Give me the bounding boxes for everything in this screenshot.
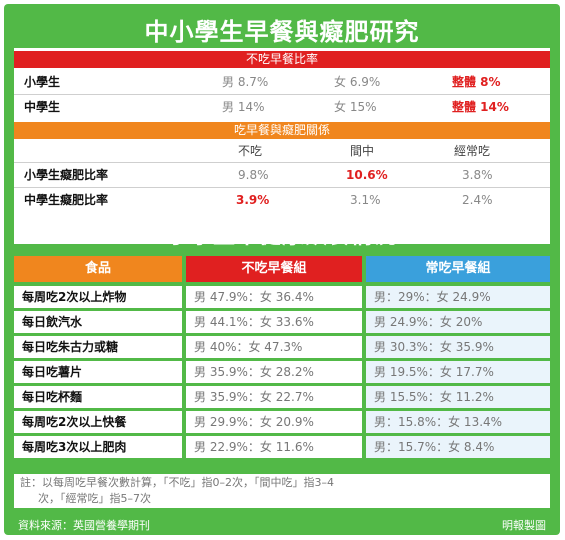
female-rate: 女 6.9% (334, 75, 381, 89)
skip-value: 男 47.9%：女 36.4% (186, 286, 362, 308)
eat-value: 男 30.3%：女 35.9% (366, 336, 550, 358)
eat-value: 男 19.5%：女 17.7% (366, 361, 550, 383)
header-skip-group: 不吃早餐組 (186, 256, 362, 282)
value-sometimes: 10.6% (346, 168, 388, 182)
skip-rate-header: 不吃早餐比率 (14, 51, 550, 68)
header-food: 食品 (14, 256, 182, 282)
table-row: 每日吃薯片 男 35.9%：女 28.2% 男 19.5%：女 17.7% (14, 361, 550, 383)
value-skip: 9.8% (238, 168, 269, 182)
source-credit: 資料來源：英國營養學期刊 (18, 519, 150, 532)
value-sometimes: 3.1% (350, 193, 381, 207)
footnote-line: 註：以每周吃早餐次數計算，「不吃」指0–2次，「間中吃」指3–4 (20, 476, 334, 489)
table-row: 每日吃朱古力或糖 男 40%：女 47.3% 男 30.3%：女 35.9% (14, 336, 550, 358)
eat-value: 男：15.7%：女 8.4% (366, 436, 550, 458)
food-item: 每周吃2次以上快餐 (14, 411, 182, 433)
infographic-frame: 中小學生早餐與癡肥研究 不吃早餐比率 小學生 男 8.7% 女 6.9% 整體 … (4, 4, 560, 535)
col-header: 間中 (350, 144, 375, 158)
diet-title: 小學生不健康飲食情況 (166, 224, 397, 249)
divider (14, 94, 550, 95)
footnote: 註：以每周吃早餐次數計算，「不吃」指0–2次，「間中吃」指3–4 次，「經常吃」… (14, 474, 550, 508)
table-row: 每周吃3次以上肥肉 男 22.9%：女 11.6% 男：15.7%：女 8.4% (14, 436, 550, 458)
food-item: 每日吃杯麵 (14, 386, 182, 408)
food-item: 每日飲汽水 (14, 311, 182, 333)
eat-value: 男 15.5%：女 11.2% (366, 386, 550, 408)
food-item: 每周吃3次以上肥肉 (14, 436, 182, 458)
publisher-credit: 明報製圖 (502, 519, 546, 532)
divider (14, 187, 550, 188)
row-label: 中學生 (24, 100, 61, 114)
footnote-line: 次，「經常吃」指5–7次 (38, 492, 151, 505)
skip-value: 男 44.1%：女 33.6% (186, 311, 362, 333)
header-eat-group: 常吃早餐組 (366, 256, 550, 282)
obesity-row-primary: 小學生癡肥比率 9.8% 10.6% 3.8% (14, 164, 550, 186)
value-often: 3.8% (462, 168, 493, 182)
main-title: 中小學生早餐與癡肥研究 (144, 18, 420, 46)
divider (14, 162, 550, 163)
food-item: 每日吃薯片 (14, 361, 182, 383)
skip-value: 男 40%：女 47.3% (186, 336, 362, 358)
col-header: 不吃 (238, 144, 263, 158)
skip-value: 男 35.9%：女 28.2% (186, 361, 362, 383)
female-rate: 女 15% (334, 100, 377, 114)
col-header: 經常吃 (454, 144, 491, 158)
male-rate: 男 14% (222, 100, 265, 114)
skip-value: 男 29.9%：女 20.9% (186, 411, 362, 433)
table-row: 每日飲汽水 男 44.1%：女 33.6% 男 24.9%：女 20% (14, 311, 550, 333)
eat-value: 男 24.9%：女 20% (366, 311, 550, 333)
overall-rate: 整體 8% (452, 75, 501, 89)
table-row: 每周吃2次以上快餐 男 29.9%：女 20.9% 男：15.8%：女 13.4… (14, 411, 550, 433)
row-label: 小學生癡肥比率 (24, 168, 109, 182)
row-label: 中學生癡肥比率 (24, 193, 109, 207)
value-often: 2.4% (462, 193, 493, 207)
obesity-column-headers: 不吃 間中 經常吃 (14, 140, 550, 162)
food-item: 每周吃2次以上炸物 (14, 286, 182, 308)
male-rate: 男 8.7% (222, 75, 269, 89)
table-row: 每周吃2次以上炸物 男 47.9%：女 36.4% 男：29%：女 24.9% (14, 286, 550, 308)
skip-rate-row-secondary: 中學生 男 14% 女 15% 整體 14% (14, 96, 550, 118)
obesity-row-secondary: 中學生癡肥比率 3.9% 3.1% 2.4% (14, 189, 550, 211)
food-item: 每日吃朱古力或糖 (14, 336, 182, 358)
row-label: 小學生 (24, 75, 61, 89)
value-skip: 3.9% (236, 193, 270, 207)
breakfast-obesity-panel: 不吃早餐比率 小學生 男 8.7% 女 6.9% 整體 8% 中學生 男 14%… (14, 48, 550, 244)
overall-rate: 整體 14% (452, 100, 509, 114)
skip-rate-row-primary: 小學生 男 8.7% 女 6.9% 整體 8% (14, 71, 550, 93)
eat-value: 男：15.8%：女 13.4% (366, 411, 550, 433)
obesity-header: 吃早餐與癡肥關係 (14, 122, 550, 139)
skip-value: 男 22.9%：女 11.6% (186, 436, 362, 458)
skip-value: 男 35.9%：女 22.7% (186, 386, 362, 408)
eat-value: 男：29%：女 24.9% (366, 286, 550, 308)
table-row: 每日吃杯麵 男 35.9%：女 22.7% 男 15.5%：女 11.2% (14, 386, 550, 408)
